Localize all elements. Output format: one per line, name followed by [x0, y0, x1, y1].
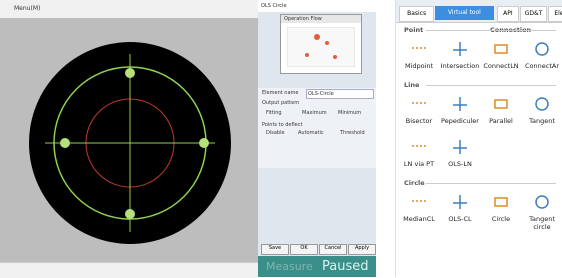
- button[interactable]: Cancel: [319, 244, 347, 255]
- label: Points to deflect: [262, 122, 302, 128]
- section-title: Point: [404, 26, 423, 34]
- dialog-title: OLS Circle: [261, 3, 287, 9]
- radio[interactable]: Fitting: [266, 110, 282, 116]
- tool-label[interactable]: Midpoint: [398, 62, 440, 70]
- radio[interactable]: Maximum: [302, 110, 327, 116]
- tool-icon[interactable]: [410, 138, 428, 156]
- toolbar: Menu(M): [0, 0, 258, 19]
- divider: [426, 183, 556, 184]
- dialog: OLS Circle Operation Flow Element name O…: [258, 0, 376, 277]
- tool-label[interactable]: Pepediculer: [439, 117, 481, 125]
- tool-label[interactable]: Intersection: [439, 62, 481, 70]
- tab[interactable]: API: [497, 6, 520, 22]
- divider: [426, 30, 556, 31]
- viewer: Menu(M): [0, 0, 258, 277]
- tool-label[interactable]: OLS-CL: [439, 215, 481, 223]
- tool-icon[interactable]: [533, 95, 551, 113]
- divider: [426, 85, 556, 86]
- tool-icon[interactable]: [451, 193, 469, 211]
- tool-label[interactable]: ConnectAr: [521, 62, 562, 70]
- tool-label[interactable]: Parallel: [480, 117, 522, 125]
- button[interactable]: Apply: [348, 244, 376, 255]
- tool-label[interactable]: Tangent: [521, 117, 562, 125]
- tool-icon[interactable]: [451, 40, 469, 58]
- tab[interactable]: Basics: [399, 6, 434, 22]
- bottom-bar: [0, 262, 258, 278]
- section-title: Circle: [404, 179, 425, 187]
- tool-icon[interactable]: [451, 138, 469, 156]
- input[interactable]: OLS-Circle: [306, 89, 374, 99]
- radio[interactable]: Automatic: [298, 130, 324, 136]
- radio[interactable]: Threshold: [340, 130, 365, 136]
- button[interactable]: OK: [290, 244, 318, 255]
- label: Output pattern: [262, 100, 299, 106]
- status: Measure: [266, 260, 313, 273]
- tab[interactable]: GD&T: [520, 6, 547, 22]
- tool-icon[interactable]: [533, 40, 551, 58]
- button[interactable]: Save: [261, 244, 289, 255]
- tool-icon[interactable]: [492, 40, 510, 58]
- tool-label[interactable]: ConnectLN: [480, 62, 522, 70]
- tab[interactable]: Virtual tool: [435, 6, 493, 20]
- tool-icon[interactable]: [410, 95, 428, 113]
- popup-title: Operation Flow: [284, 16, 322, 22]
- tool-icon[interactable]: [410, 40, 428, 58]
- label: Element name: [262, 90, 298, 96]
- tool-label[interactable]: OLS-LN: [439, 160, 481, 168]
- image: [0, 18, 258, 262]
- tool-icon[interactable]: [533, 193, 551, 211]
- tool-label[interactable]: MedianCL: [398, 215, 440, 223]
- tool-label[interactable]: Circle: [480, 215, 522, 223]
- page: Menu(M) OLS Circle Operation Flow Elemen…: [0, 0, 562, 277]
- radio[interactable]: Disable: [266, 130, 285, 136]
- tool-icon[interactable]: [492, 193, 510, 211]
- tool-label[interactable]: Bisector: [398, 117, 440, 125]
- tool-label[interactable]: LN via PT: [398, 160, 440, 168]
- status: Paused: [322, 259, 368, 274]
- menu[interactable]: Menu(M): [14, 5, 40, 12]
- tool-icon[interactable]: [451, 95, 469, 113]
- popup: Operation Flow: [280, 14, 362, 74]
- section-title: Line: [404, 81, 419, 89]
- tab[interactable]: Elemen: [548, 6, 562, 22]
- tool-label[interactable]: Tangent circle: [521, 215, 562, 231]
- tool-icon[interactable]: [410, 193, 428, 211]
- tool-icon[interactable]: [492, 95, 510, 113]
- radio[interactable]: Minimum: [338, 110, 361, 116]
